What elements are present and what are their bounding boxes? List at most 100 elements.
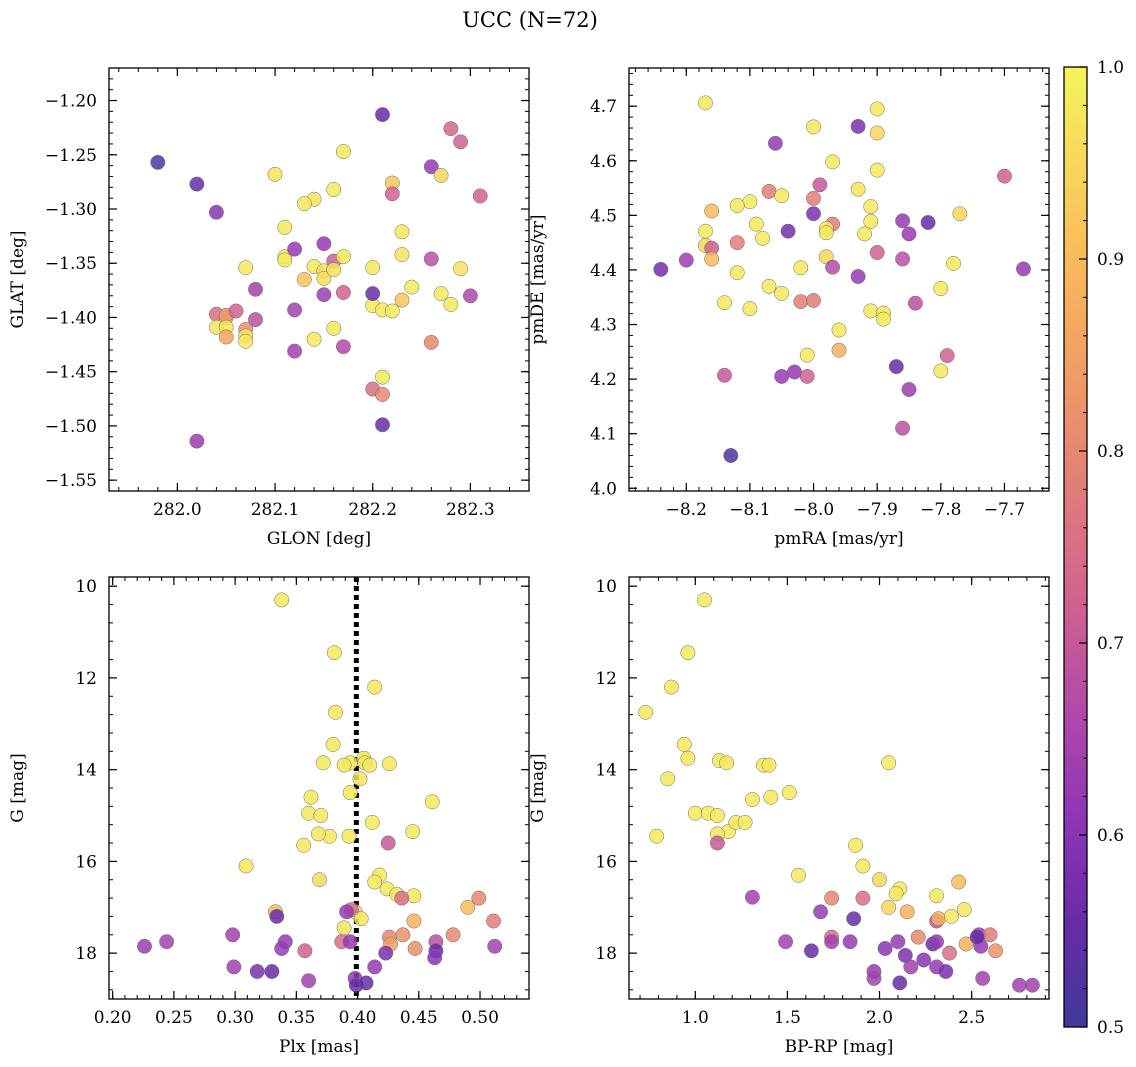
plot-frame bbox=[108, 67, 530, 492]
data-point bbox=[812, 177, 828, 193]
y-tick-label: 10 bbox=[75, 577, 97, 597]
data-point bbox=[680, 645, 696, 661]
colorbar-frame bbox=[1063, 66, 1088, 1028]
data-point bbox=[394, 292, 410, 308]
data-point bbox=[916, 952, 932, 968]
data-point bbox=[803, 943, 819, 959]
data-point bbox=[378, 945, 394, 961]
colorbar-tick-label: 0.5 bbox=[1097, 1018, 1124, 1038]
data-point bbox=[863, 303, 879, 319]
data-point bbox=[676, 736, 692, 752]
data-point bbox=[264, 964, 280, 979]
data-point bbox=[423, 251, 439, 267]
data-point bbox=[890, 934, 906, 950]
data-point bbox=[755, 230, 771, 246]
data-point bbox=[189, 176, 205, 192]
data-point bbox=[793, 260, 809, 276]
data-point bbox=[933, 281, 949, 296]
data-point bbox=[813, 904, 829, 920]
data-point bbox=[287, 302, 303, 318]
x-tick-label: 0.20 bbox=[94, 1008, 132, 1028]
data-point bbox=[729, 265, 745, 281]
data-point bbox=[791, 867, 806, 883]
x-axis-label: Plx [mas] bbox=[279, 1037, 359, 1057]
data-point bbox=[384, 303, 400, 319]
data-point bbox=[975, 970, 991, 986]
data-point bbox=[137, 938, 152, 954]
x-tick-label: 282.2 bbox=[348, 500, 397, 520]
data-point bbox=[869, 245, 885, 260]
data-point bbox=[310, 826, 326, 842]
data-point bbox=[312, 872, 328, 888]
data-point bbox=[678, 252, 694, 268]
x-tick-label: −8.1 bbox=[729, 500, 770, 520]
data-point bbox=[238, 333, 254, 349]
data-point bbox=[899, 904, 915, 920]
y-tick-label: 16 bbox=[595, 852, 617, 872]
data-point bbox=[228, 303, 244, 319]
data-point bbox=[872, 872, 887, 888]
y-tick-label: 4.1 bbox=[590, 425, 617, 445]
data-point bbox=[831, 322, 847, 338]
data-point bbox=[952, 206, 968, 222]
data-point bbox=[799, 368, 815, 384]
data-point bbox=[1016, 261, 1031, 277]
x-axis-label: pmRA [mas/yr] bbox=[774, 529, 903, 549]
y-tick-label: −1.45 bbox=[45, 363, 97, 383]
data-point bbox=[895, 420, 911, 436]
data-point bbox=[787, 364, 802, 380]
data-point bbox=[774, 285, 790, 301]
data-point bbox=[443, 296, 459, 312]
data-point bbox=[445, 927, 461, 943]
data-point bbox=[799, 347, 815, 363]
data-point bbox=[226, 959, 242, 975]
data-point bbox=[303, 789, 319, 805]
data-point bbox=[892, 975, 908, 991]
data-point bbox=[336, 920, 352, 936]
panel-pm: −8.2 −8.1 −8.0 −7.9 −7.8 −7.7 4.0 4.1 4.2 4.3 4.4 4… bbox=[528, 67, 1050, 549]
data-point bbox=[869, 125, 885, 141]
y-axis-label: pmDE [mas/yr] bbox=[528, 214, 548, 344]
colorbar-gradient bbox=[1064, 67, 1087, 1027]
data-point bbox=[394, 224, 410, 240]
data-point bbox=[375, 417, 390, 433]
data-point bbox=[1024, 977, 1040, 993]
y-tick-label: 18 bbox=[595, 944, 617, 964]
data-point bbox=[806, 119, 821, 135]
data-point bbox=[375, 369, 390, 385]
data-point bbox=[487, 938, 503, 954]
x-tick-label: 0.50 bbox=[461, 1008, 499, 1028]
data-point bbox=[274, 941, 290, 956]
x-tick-label: 282.1 bbox=[251, 500, 300, 520]
data-point bbox=[277, 219, 293, 235]
colorbar-tick-label: 0.9 bbox=[1097, 250, 1124, 270]
data-point bbox=[297, 943, 313, 959]
data-point bbox=[460, 899, 476, 915]
data-point bbox=[704, 251, 720, 267]
figure-title: UCC (N=72) bbox=[462, 8, 598, 32]
data-point bbox=[901, 226, 917, 242]
x-tick-label: 0.45 bbox=[400, 1008, 438, 1028]
colorbar: 0.5 0.6 0.7 0.8 0.9 1.0 bbox=[1063, 58, 1124, 1038]
data-point bbox=[267, 166, 283, 182]
data-point bbox=[857, 226, 872, 242]
y-tick-label: 4.5 bbox=[590, 206, 617, 226]
x-axis-label: BP-RP [mag] bbox=[785, 1037, 894, 1057]
data-point bbox=[433, 167, 449, 183]
data-point bbox=[225, 927, 241, 943]
data-point bbox=[277, 252, 293, 268]
y-tick-label: 4.2 bbox=[590, 370, 617, 390]
data-point bbox=[910, 929, 926, 945]
data-point bbox=[649, 828, 665, 844]
data-point bbox=[443, 121, 459, 137]
data-point bbox=[375, 107, 390, 123]
x-tick-label: 0.25 bbox=[155, 1008, 193, 1028]
data-point bbox=[471, 890, 487, 906]
data-point bbox=[774, 368, 790, 384]
y-tick-label: −1.30 bbox=[45, 200, 97, 220]
data-point bbox=[680, 750, 696, 766]
x-tick-label: −8.2 bbox=[666, 500, 707, 520]
data-point bbox=[824, 934, 840, 950]
data-point bbox=[335, 339, 351, 355]
